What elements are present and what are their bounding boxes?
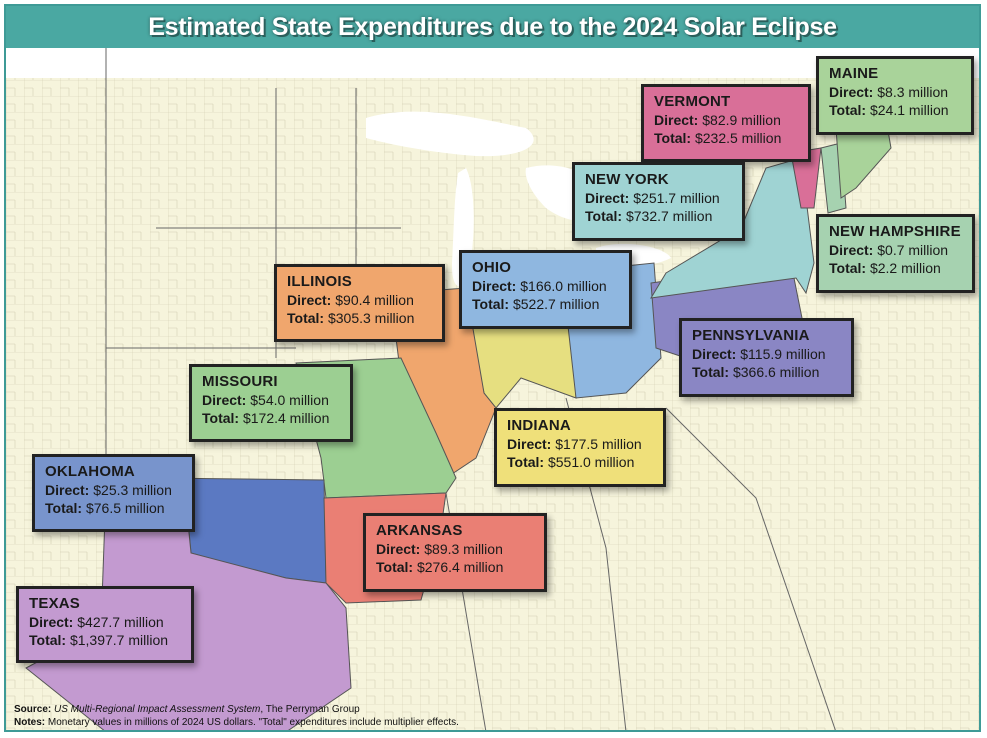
callout-new-hampshire: NEW HAMPSHIRE Direct: $0.7 million Total… — [816, 214, 975, 293]
direct-value: $90.4 million — [335, 292, 414, 308]
direct-value: $54.0 million — [250, 392, 329, 408]
state-name: OKLAHOMA — [45, 463, 135, 480]
total-label: Total: — [376, 559, 414, 575]
total-label: Total: — [829, 260, 867, 276]
direct-label: Direct: — [287, 292, 332, 308]
direct-label: Direct: — [202, 392, 247, 408]
direct-label: Direct: — [29, 614, 74, 630]
state-name: MAINE — [829, 65, 879, 82]
total-value: $276.4 million — [416, 559, 504, 575]
map-title: Estimated State Expenditures due to the … — [148, 12, 837, 41]
total-label: Total: — [692, 364, 730, 380]
total-value: $24.1 million — [869, 102, 949, 118]
total-value: $366.6 million — [732, 364, 820, 380]
direct-label: Direct: — [472, 278, 517, 294]
state-name: ILLINOIS — [287, 273, 352, 290]
state-name: NEW HAMPSHIRE — [829, 223, 961, 240]
callout-pennsylvania: PENNSYLVANIA Direct: $115.9 million Tota… — [679, 318, 854, 397]
lake-superior — [366, 111, 534, 157]
source-rest: , The Perryman Group — [260, 704, 360, 715]
map-frame: Estimated State Expenditures due to the … — [4, 4, 981, 732]
state-vermont — [790, 147, 822, 209]
direct-label: Direct: — [692, 346, 737, 362]
total-value: $522.7 million — [512, 296, 600, 312]
direct-label: Direct: — [507, 436, 552, 452]
direct-value: $82.9 million — [702, 112, 781, 128]
state-new-york — [650, 157, 815, 299]
total-label: Total: — [202, 410, 240, 426]
callout-arkansas: ARKANSAS Direct: $89.3 million Total: $2… — [363, 513, 547, 592]
callout-oklahoma: OKLAHOMA Direct: $25.3 million Total: $7… — [32, 454, 195, 532]
total-label: Total: — [287, 310, 325, 326]
state-name: NEW YORK — [585, 171, 669, 188]
callout-texas: TEXAS Direct: $427.7 million Total: $1,3… — [16, 586, 194, 663]
direct-value: $89.3 million — [424, 541, 503, 557]
direct-value: $251.7 million — [633, 190, 720, 206]
total-label: Total: — [829, 102, 867, 118]
direct-value: $115.9 million — [740, 346, 826, 362]
direct-value: $0.7 million — [877, 242, 949, 258]
total-label: Total: — [654, 130, 692, 146]
state-name: MISSOURI — [202, 373, 278, 390]
source-line: Source: US Multi-Regional Impact Assessm… — [14, 703, 459, 716]
direct-value: $177.5 million — [555, 436, 642, 452]
total-label: Total: — [472, 296, 510, 312]
total-value: $551.0 million — [547, 454, 635, 470]
state-name: TEXAS — [29, 595, 81, 612]
callout-missouri: MISSOURI Direct: $54.0 million Total: $1… — [189, 364, 353, 442]
total-value: $305.3 million — [327, 310, 415, 326]
state-name: INDIANA — [507, 417, 571, 434]
state-name: PENNSYLVANIA — [692, 327, 810, 344]
callout-ohio: OHIO Direct: $166.0 million Total: $522.… — [459, 250, 632, 329]
callout-maine: MAINE Direct: $8.3 million Total: $24.1 … — [816, 56, 974, 135]
direct-label: Direct: — [829, 242, 874, 258]
footer-notes: Source: US Multi-Regional Impact Assessm… — [14, 703, 459, 729]
total-value: $732.7 million — [625, 208, 713, 224]
notes-text: Monetary values in millions of 2024 US d… — [47, 717, 459, 728]
direct-label: Direct: — [45, 482, 90, 498]
direct-value: $25.3 million — [93, 482, 172, 498]
total-label: Total: — [507, 454, 545, 470]
state-name: ARKANSAS — [376, 522, 463, 539]
state-borders — [105, 48, 836, 730]
total-value: $232.5 million — [694, 130, 782, 146]
total-value: $172.4 million — [242, 410, 330, 426]
callout-illinois: ILLINOIS Direct: $90.4 million Total: $3… — [274, 264, 445, 342]
notes-label: Notes: — [14, 717, 46, 728]
source-label: Source: — [14, 704, 52, 715]
direct-value: $8.3 million — [877, 84, 949, 100]
total-label: Total: — [45, 500, 83, 516]
title-bar: Estimated State Expenditures due to the … — [6, 6, 979, 48]
callout-new-york: NEW YORK Direct: $251.7 million Total: $… — [572, 162, 745, 241]
total-label: Total: — [585, 208, 623, 224]
source-italic: US Multi-Regional Impact Assessment Syst… — [54, 704, 261, 715]
direct-value: $166.0 million — [520, 278, 607, 294]
total-value: $1,397.7 million — [69, 632, 169, 648]
total-value: $2.2 million — [869, 260, 941, 276]
direct-label: Direct: — [376, 541, 421, 557]
notes-line: Notes: Monetary values in millions of 20… — [14, 716, 459, 729]
total-value: $76.5 million — [85, 500, 165, 516]
callout-indiana: INDIANA Direct: $177.5 million Total: $5… — [494, 408, 666, 487]
state-name: VERMONT — [654, 93, 731, 110]
direct-label: Direct: — [585, 190, 630, 206]
direct-label: Direct: — [654, 112, 699, 128]
callout-vermont: VERMONT Direct: $82.9 million Total: $23… — [641, 84, 811, 162]
state-name: OHIO — [472, 259, 512, 276]
total-label: Total: — [29, 632, 67, 648]
direct-value: $427.7 million — [77, 614, 164, 630]
direct-label: Direct: — [829, 84, 874, 100]
